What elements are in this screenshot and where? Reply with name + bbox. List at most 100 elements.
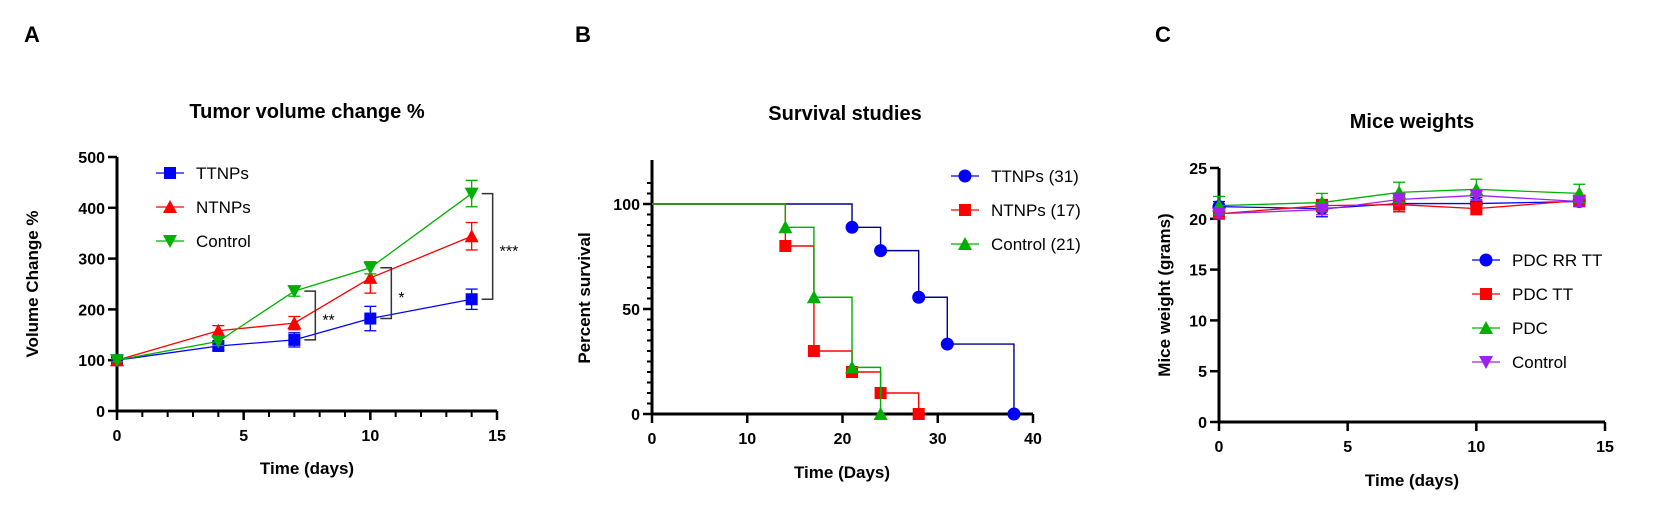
series-ntnps-17- — [652, 203, 925, 420]
y-tick-label: 200 — [78, 302, 105, 319]
y-tick-label: 5 — [1198, 364, 1207, 381]
x-tick-label: 5 — [239, 428, 248, 445]
survival-step-line — [652, 203, 1015, 414]
panel-b-survival-chart: Survival studies Time (Days) Percent sur… — [575, 103, 1081, 482]
significance-bracket: * — [380, 266, 405, 320]
x-tick-label: 20 — [834, 431, 852, 448]
y-tick-label: 15 — [1189, 263, 1207, 280]
legend-marker — [1479, 356, 1493, 369]
data-point — [779, 240, 792, 252]
legend-marker — [958, 169, 972, 183]
data-point — [806, 290, 821, 304]
data-point — [940, 337, 954, 351]
series-control — [1212, 189, 1587, 221]
significance-bracket: ** — [304, 290, 335, 341]
legend-marker — [958, 237, 972, 250]
x-tick-label: 15 — [1596, 439, 1614, 456]
legend-item: Control — [156, 232, 251, 251]
panel-a-tumor-volume-chart: Tumor volume change % Time (days) Volume… — [23, 101, 518, 478]
legend-marker — [1479, 321, 1493, 334]
data-point — [211, 335, 226, 349]
y-axis-label: Percent survival — [575, 232, 594, 363]
x-tick-label: 30 — [929, 431, 947, 448]
data-point — [1314, 203, 1329, 217]
panel-c-mice-weights-chart: Mice weights Time (days) Mice weight (gr… — [1155, 111, 1614, 490]
data-point — [464, 229, 479, 243]
legend-marker — [1479, 253, 1493, 267]
data-point — [363, 270, 378, 284]
legend-item: PDC TT — [1472, 285, 1573, 304]
data-point — [1470, 202, 1483, 215]
legend-item: PDC RR TT — [1472, 251, 1602, 270]
x-axis-label: Time (days) — [1365, 471, 1459, 490]
data-point — [845, 220, 859, 234]
legend-item: Control (21) — [951, 235, 1081, 254]
chart-title: Tumor volume change % — [189, 101, 424, 123]
data-point — [287, 316, 302, 330]
chart-title: Mice weights — [1350, 111, 1474, 133]
survival-step-line — [652, 203, 920, 414]
y-tick-label: 20 — [1189, 212, 1207, 229]
data-point — [464, 187, 479, 201]
panel-letter-b: B — [575, 22, 591, 47]
data-point — [778, 220, 793, 234]
y-tick-label: 100 — [613, 197, 640, 214]
y-tick-label: 500 — [78, 150, 105, 167]
data-point — [873, 407, 888, 420]
y-tick-label: 0 — [631, 407, 640, 424]
y-tick-label: 100 — [78, 353, 105, 370]
legend-label: PDC TT — [1512, 285, 1573, 304]
legend-item: NTNPs (17) — [951, 201, 1081, 220]
data-point — [1392, 193, 1407, 207]
legend-marker — [163, 235, 177, 248]
data-point — [1212, 207, 1226, 221]
legend-marker — [163, 200, 177, 213]
legend-label: Control — [1512, 353, 1567, 372]
legend-label: PDC — [1512, 319, 1548, 338]
legend-item: TTNPs (31) — [951, 167, 1079, 186]
bracket-line — [304, 290, 317, 341]
x-tick-label: 40 — [1024, 431, 1042, 448]
series-ttnps-31- — [652, 203, 1021, 421]
x-tick-label: 0 — [648, 431, 657, 448]
bracket-line — [481, 192, 494, 300]
y-tick-label: 10 — [1189, 313, 1207, 330]
significance-label: ** — [322, 312, 334, 329]
legend-label: Control (21) — [991, 235, 1081, 254]
legend-label: TTNPs (31) — [991, 167, 1079, 186]
x-axis-label: Time (Days) — [794, 463, 890, 482]
x-tick-label: 0 — [113, 428, 122, 445]
legend-label: NTNPs (17) — [991, 201, 1081, 220]
panel-letter-a: A — [24, 22, 40, 47]
legend-label: NTNPs — [196, 198, 251, 217]
data-point — [287, 285, 302, 299]
x-tick-label: 10 — [361, 428, 379, 445]
legend-label: Control — [196, 232, 251, 251]
data-point — [912, 290, 926, 304]
data-point — [288, 333, 301, 346]
x-tick-label: 5 — [1343, 439, 1352, 456]
x-tick-label: 15 — [488, 428, 506, 445]
legend-marker — [1480, 288, 1492, 300]
panel-letter-c: C — [1155, 22, 1171, 47]
y-tick-label: 50 — [622, 302, 640, 319]
y-axis-label: Volume Change % — [23, 210, 42, 357]
chart-title: Survival studies — [768, 103, 921, 125]
data-point — [912, 408, 925, 420]
y-tick-label: 25 — [1189, 161, 1207, 178]
y-tick-label: 0 — [1198, 415, 1207, 432]
data-point — [874, 244, 888, 258]
x-tick-label: 10 — [1467, 439, 1485, 456]
y-tick-label: 300 — [78, 252, 105, 269]
x-tick-label: 10 — [738, 431, 756, 448]
y-tick-label: 400 — [78, 201, 105, 218]
y-tick-label: 0 — [96, 404, 105, 421]
data-point — [465, 293, 478, 306]
data-point — [363, 261, 378, 275]
data-point — [1572, 195, 1587, 209]
data-point — [1469, 189, 1484, 203]
bracket-line — [380, 266, 393, 320]
survival-step-line — [652, 203, 882, 414]
significance-bracket: *** — [481, 192, 518, 300]
legend-label: PDC RR TT — [1512, 251, 1602, 270]
